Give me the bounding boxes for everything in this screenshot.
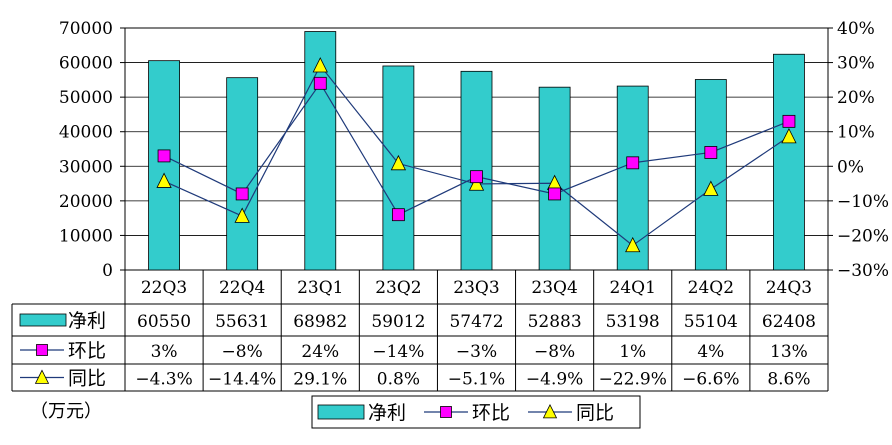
y2-tick-label: 20% <box>837 88 875 108</box>
table-cell-净利: 52883 <box>528 312 582 332</box>
table-cell-同比: −4.3% <box>135 370 192 390</box>
huanbi-point-23Q1 <box>313 76 327 90</box>
tongbi-point-24Q2 <box>703 180 719 196</box>
huanbi-point-24Q3 <box>782 114 796 128</box>
legend-key-tongbi <box>542 403 558 419</box>
x-tick-label: 24Q3 <box>766 278 812 298</box>
table-row-header: 环比 <box>68 340 106 362</box>
x-tick-label: 23Q3 <box>453 278 499 298</box>
x-tick-label: 22Q4 <box>219 278 265 298</box>
huanbi-point-23Q3 <box>470 170 483 184</box>
table-cell-环比: 13% <box>770 342 808 362</box>
y2-tick-label: 30% <box>837 54 875 74</box>
table-cell-净利: 53198 <box>606 312 660 332</box>
huanbi-point-22Q4 <box>235 187 249 201</box>
x-tick-label: 24Q2 <box>688 278 734 298</box>
y-tick-label: 50000 <box>59 88 113 108</box>
table-cell-净利: 68982 <box>293 312 347 332</box>
x-tick-label: 23Q4 <box>531 278 577 298</box>
huanbi-point-23Q4 <box>548 187 562 201</box>
table-key-bar <box>19 313 67 327</box>
table-cell-同比: −14.4% <box>208 370 276 390</box>
x-tick-label: 23Q2 <box>375 278 421 298</box>
y2-tick-label: 0% <box>837 157 864 177</box>
table-cell-净利: 55104 <box>684 312 738 332</box>
table-row-header: 净利 <box>68 310 106 332</box>
x-tick-label: 22Q3 <box>141 278 187 298</box>
y2-tick-label: −10% <box>837 192 889 212</box>
y-tick-label: 60000 <box>59 54 113 74</box>
legend-label: 同比 <box>576 402 614 424</box>
table-cell-同比: 29.1% <box>293 370 347 390</box>
table-cell-净利: 62408 <box>762 312 816 332</box>
tongbi-point-23Q2 <box>390 154 407 171</box>
legend-label: 净利 <box>368 402 406 424</box>
y2-tick-label: 40% <box>837 19 875 39</box>
table-cell-同比: −6.6% <box>682 370 739 390</box>
table-cell-净利: 57472 <box>449 312 503 332</box>
bar-22Q3 <box>148 60 180 271</box>
legend-key-bar <box>317 404 365 420</box>
y-tick-label: 0 <box>102 261 113 281</box>
table-key-tongbi <box>34 369 50 384</box>
legend-label: 环比 <box>472 402 510 424</box>
table-cell-同比: −5.1% <box>448 370 505 390</box>
tongbi-point-24Q1 <box>625 236 641 253</box>
table-cell-环比: −3% <box>456 342 497 362</box>
tongbi-point-22Q3 <box>156 172 172 188</box>
table-cell-同比: −4.9% <box>526 370 583 390</box>
table-row-header: 同比 <box>68 368 106 390</box>
bar-22Q4 <box>226 77 259 271</box>
legend-key-huanbi <box>440 406 452 418</box>
table-cell-同比: 8.6% <box>767 370 810 390</box>
table-key-huanbi <box>36 344 48 356</box>
huanbi-point-24Q2 <box>704 146 718 159</box>
y-tick-label: 30000 <box>59 157 113 177</box>
bar-24Q2 <box>694 79 727 271</box>
y2-tick-label: −30% <box>837 261 889 281</box>
huanbi-point-24Q1 <box>626 156 640 170</box>
table-cell-环比: −8% <box>222 342 263 362</box>
y-tick-label: 10000 <box>59 226 113 246</box>
tongbi-point-22Q4 <box>234 207 250 223</box>
table-cell-净利: 55631 <box>215 312 269 332</box>
y-tick-label: 20000 <box>59 192 113 212</box>
y-tick-label: 40000 <box>59 123 113 143</box>
table-cell-环比: −14% <box>372 342 424 362</box>
x-tick-label: 24Q1 <box>610 278 656 298</box>
huanbi-point-23Q2 <box>391 208 405 222</box>
table-cell-净利: 59012 <box>371 312 425 332</box>
tongbi-point-24Q3 <box>781 127 797 144</box>
bar-24Q3 <box>773 53 805 271</box>
tongbi-point-23Q3 <box>468 175 485 191</box>
table-cell-同比: −22.9% <box>599 370 667 390</box>
table-cell-环比: 3% <box>151 342 178 362</box>
y2-tick-label: 10% <box>837 123 875 143</box>
unit-label: （万元） <box>30 401 102 422</box>
y2-tick-label: −20% <box>837 226 889 246</box>
huanbi-point-22Q3 <box>157 149 171 163</box>
y-tick-label: 70000 <box>59 19 113 39</box>
table-cell-环比: 1% <box>619 342 646 362</box>
table-cell-同比: 0.8% <box>377 370 420 390</box>
table-cell-环比: −8% <box>534 342 575 362</box>
table-cell-净利: 60550 <box>137 312 191 332</box>
tongbi-point-23Q1 <box>312 57 328 73</box>
table-cell-环比: 24% <box>301 342 339 362</box>
x-tick-label: 23Q1 <box>297 278 343 298</box>
table-cell-环比: 4% <box>697 342 724 362</box>
legend-box <box>311 395 641 429</box>
